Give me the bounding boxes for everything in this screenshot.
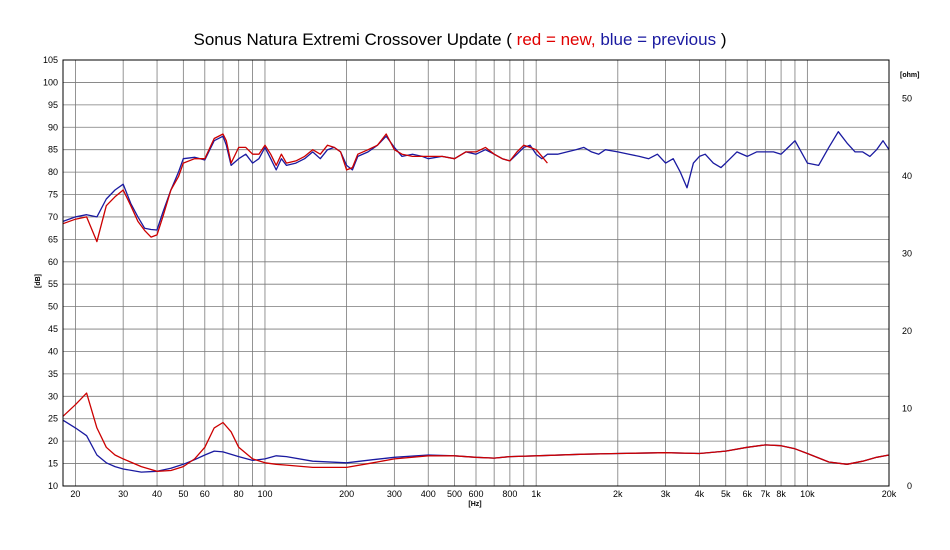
x-tick-label: 8k	[776, 489, 786, 499]
x-tick-label: 7k	[761, 489, 771, 499]
x-tick-label: 6k	[742, 489, 752, 499]
series-line-new-impedance	[62, 392, 890, 472]
x-tick-label: 2k	[613, 489, 623, 499]
y2-tick-label: 20	[902, 326, 912, 336]
x-tick-label: 60	[200, 489, 210, 499]
series-line-new-spl	[62, 133, 548, 243]
x-axis-label: [Hz]	[468, 501, 481, 508]
y-tick-label: 75	[48, 190, 58, 200]
title-blue-legend: blue = previous	[600, 30, 717, 49]
x-tick-label: 20k	[882, 489, 897, 499]
y-axis-label: [dB]	[35, 274, 42, 288]
y-tick-label: 60	[48, 257, 58, 267]
x-tick-label: 300	[387, 489, 402, 499]
y2-tick-label: 30	[902, 249, 912, 259]
x-tick-label: 4k	[695, 489, 705, 499]
y2-tick-label: 40	[902, 171, 912, 181]
x-tick-label: 40	[152, 489, 162, 499]
x-tick-label: 3k	[661, 489, 671, 499]
y-tick-label: 55	[48, 279, 58, 289]
tick-labels: 1015202530354045505560657075808590951001…	[43, 55, 912, 499]
y-tick-label: 25	[48, 414, 58, 424]
title-open-paren: (	[501, 30, 517, 49]
y-tick-label: 95	[48, 100, 58, 110]
grid-lines	[63, 59, 890, 487]
y-tick-label: 90	[48, 122, 58, 132]
x-tick-label: 80	[234, 489, 244, 499]
y2-tick-label: 50	[902, 94, 912, 104]
x-tick-label: 500	[447, 489, 462, 499]
y2-tick-label: 0	[907, 481, 912, 491]
x-tick-label: 800	[502, 489, 517, 499]
title-main: Sonus Natura Extremi Crossover Update	[193, 30, 502, 49]
y-tick-label: 70	[48, 212, 58, 222]
series-lines	[62, 131, 890, 473]
y-tick-label: 30	[48, 391, 58, 401]
y-tick-label: 100	[43, 77, 58, 87]
y-tick-label: 80	[48, 167, 58, 177]
x-tick-label: 400	[421, 489, 436, 499]
x-tick-label: 5k	[721, 489, 731, 499]
y-tick-label: 45	[48, 324, 58, 334]
y-tick-label: 15	[48, 459, 58, 469]
y2-axis-label: [ohm]	[900, 72, 919, 79]
y-tick-label: 35	[48, 369, 58, 379]
y-tick-label: 20	[48, 436, 58, 446]
chart-title: Sonus Natura Extremi Crossover Update ( …	[0, 30, 920, 50]
x-tick-label: 100	[257, 489, 272, 499]
y-tick-label: 65	[48, 234, 58, 244]
title-red-legend: red = new,	[516, 30, 596, 49]
x-tick-label: 30	[118, 489, 128, 499]
y2-tick-label: 10	[902, 404, 912, 414]
y-tick-label: 105	[43, 55, 58, 65]
x-tick-label: 1k	[531, 489, 541, 499]
title-close-paren: )	[716, 30, 727, 49]
y-tick-label: 85	[48, 145, 58, 155]
x-tick-label: 600	[468, 489, 483, 499]
x-tick-label: 50	[178, 489, 188, 499]
y-tick-label: 50	[48, 302, 58, 312]
y-tick-label: 10	[48, 481, 58, 491]
y-tick-label: 40	[48, 346, 58, 356]
x-tick-label: 10k	[800, 489, 815, 499]
plot-frame	[62, 59, 890, 487]
x-tick-label: 20	[70, 489, 80, 499]
x-tick-label: 200	[339, 489, 354, 499]
